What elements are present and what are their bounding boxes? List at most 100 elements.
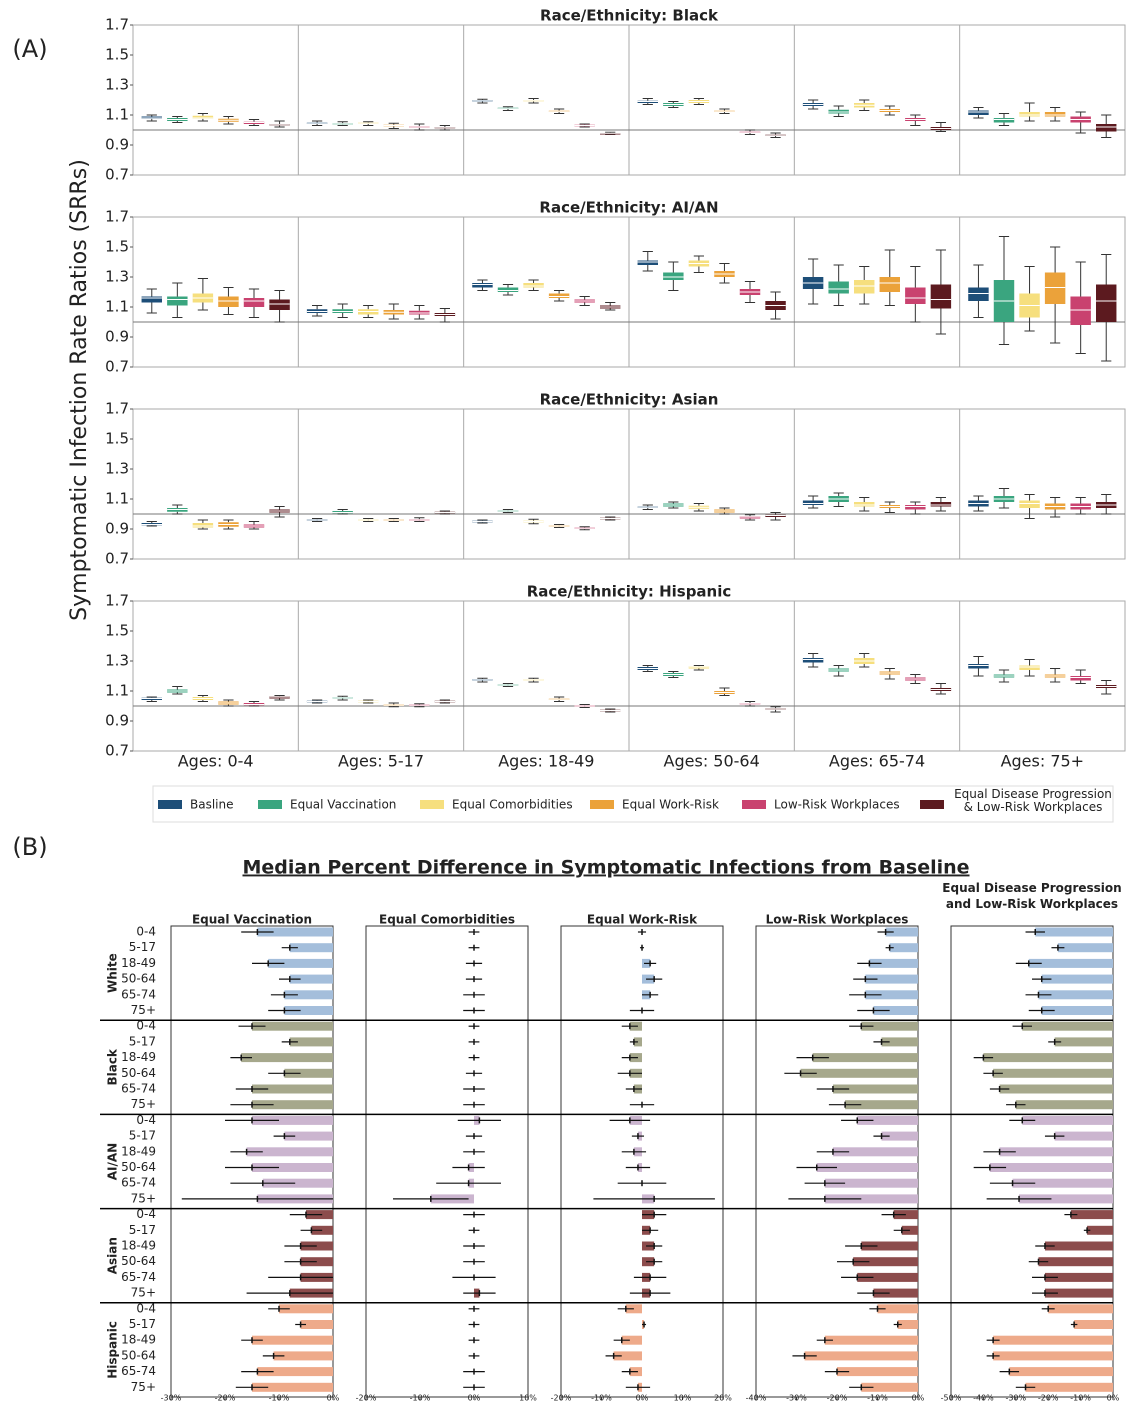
y-tick-label: 0.9 bbox=[105, 520, 129, 538]
y-tick-label: 1.5 bbox=[105, 622, 129, 640]
box bbox=[269, 299, 290, 310]
box bbox=[472, 283, 493, 288]
y-tick-label: 1.3 bbox=[105, 76, 129, 94]
box bbox=[905, 505, 926, 510]
y-tick-label: 1.7 bbox=[105, 16, 129, 34]
box bbox=[1044, 272, 1066, 304]
bar bbox=[289, 1037, 333, 1047]
box bbox=[1070, 676, 1091, 681]
box bbox=[1019, 112, 1040, 117]
group-label: AI/AN bbox=[106, 1143, 120, 1180]
box bbox=[218, 296, 239, 307]
bar bbox=[1054, 1131, 1113, 1141]
bar bbox=[300, 1320, 333, 1329]
bar bbox=[861, 1021, 918, 1031]
bar bbox=[289, 974, 333, 984]
x-tick-label: -10% bbox=[867, 1394, 888, 1403]
x-tick-label: 10% bbox=[519, 1394, 537, 1403]
row-label: 50-64 bbox=[121, 1160, 156, 1174]
bar bbox=[252, 1382, 333, 1392]
x-tick-label: 10% bbox=[674, 1394, 692, 1403]
row-label: 5-17 bbox=[129, 1317, 156, 1331]
bar bbox=[284, 1131, 333, 1141]
bar bbox=[268, 958, 333, 968]
group-label: Asian bbox=[106, 1237, 120, 1274]
bar bbox=[873, 1288, 918, 1298]
row-label: 75+ bbox=[131, 1286, 156, 1300]
x-tick-label: -20% bbox=[827, 1394, 848, 1403]
legend-swatch bbox=[258, 800, 282, 809]
bar bbox=[257, 1367, 333, 1377]
bar bbox=[857, 1115, 918, 1125]
bar bbox=[1022, 1115, 1113, 1125]
box bbox=[192, 115, 214, 119]
bar bbox=[983, 1053, 1113, 1063]
bar bbox=[1074, 1320, 1113, 1329]
box bbox=[905, 287, 926, 304]
y-tick-label: 1.3 bbox=[105, 268, 129, 286]
bar bbox=[816, 1163, 918, 1172]
row-label: 75+ bbox=[131, 1097, 156, 1111]
box bbox=[1019, 665, 1040, 670]
box bbox=[663, 272, 684, 280]
bar bbox=[865, 974, 918, 984]
x-tick-label: -10% bbox=[591, 1394, 612, 1403]
box bbox=[523, 283, 544, 288]
x-tick-label: 0% bbox=[1107, 1394, 1120, 1403]
bar bbox=[999, 1147, 1113, 1157]
row-label: 65-74 bbox=[121, 1270, 156, 1284]
x-tick-label: -20% bbox=[551, 1394, 572, 1403]
bar bbox=[1070, 1210, 1113, 1220]
y-tick-label: 0.7 bbox=[105, 358, 129, 376]
y-tick-label: 1.1 bbox=[105, 682, 129, 700]
bar bbox=[1044, 1288, 1113, 1298]
box bbox=[1070, 296, 1091, 325]
panel-title: Equal Work-Risk bbox=[587, 913, 698, 927]
panel-label: (B) bbox=[12, 833, 47, 861]
y-tick-label: 1.1 bbox=[105, 106, 129, 124]
bar bbox=[897, 1320, 918, 1329]
row-label: 0-4 bbox=[136, 1207, 156, 1221]
x-tick-label: -50% bbox=[941, 1394, 962, 1403]
bar bbox=[1087, 1225, 1113, 1235]
box bbox=[637, 260, 658, 265]
panel-title: Equal Comorbidities bbox=[379, 913, 515, 927]
bar bbox=[252, 1021, 333, 1031]
y-tick-label: 1.3 bbox=[105, 652, 129, 670]
legend-swatch bbox=[158, 800, 182, 809]
bar bbox=[1041, 974, 1113, 984]
bar bbox=[1044, 1241, 1113, 1251]
bar bbox=[1038, 990, 1113, 1000]
bar bbox=[1044, 1272, 1113, 1282]
box bbox=[1096, 284, 1117, 322]
bar bbox=[832, 1147, 918, 1157]
legend-swatch bbox=[590, 800, 614, 809]
bar bbox=[252, 1163, 333, 1172]
bar bbox=[993, 1335, 1113, 1345]
group-label: Black bbox=[106, 1048, 120, 1085]
box bbox=[854, 502, 875, 507]
y-tick-label: 1.5 bbox=[105, 238, 129, 256]
row-label: 75+ bbox=[131, 1003, 156, 1017]
box bbox=[167, 296, 188, 306]
bar bbox=[241, 1053, 333, 1063]
bar bbox=[861, 1382, 918, 1392]
bar bbox=[252, 1335, 333, 1345]
group-label: White bbox=[106, 953, 120, 993]
row-label: 65-74 bbox=[121, 987, 156, 1001]
row-label: 5-17 bbox=[129, 940, 156, 954]
bar bbox=[621, 1335, 642, 1345]
bar bbox=[845, 1100, 918, 1110]
y-axis-label: Symptomatic Infection Rate Ratios (SRRs) bbox=[67, 159, 92, 621]
legend-label: Equal Disease Progression & Low-Risk Wor… bbox=[954, 788, 1112, 814]
panel-title: Race/Ethnicity: Black bbox=[540, 7, 719, 25]
panel-title: Race/Ethnicity: AI/AN bbox=[539, 199, 718, 217]
bar bbox=[832, 1084, 918, 1094]
box bbox=[968, 664, 989, 669]
panel-title: Equal Vaccination bbox=[192, 913, 312, 927]
y-tick-label: 0.9 bbox=[105, 136, 129, 154]
y-tick-label: 1.1 bbox=[105, 298, 129, 316]
bar bbox=[865, 990, 918, 1000]
x-tick-label: -10% bbox=[1070, 1394, 1091, 1403]
panel-frame bbox=[365, 925, 529, 1398]
